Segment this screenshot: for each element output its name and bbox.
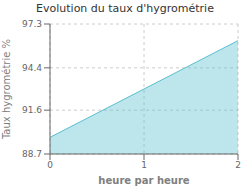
svg-text:91.6: 91.6 [22,105,42,115]
html-text:Evolution du taux d'hygrométri: Evolution du taux d'hygrométrie [36,2,214,15]
svg-text:2: 2 [235,160,241,170]
svg-text:0: 0 [47,160,53,170]
svg-text:1: 1 [141,160,147,170]
svg-text:Taux hygrométrie %: Taux hygrométrie % [8,39,12,140]
svg-text:97.3: 97.3 [22,19,42,29]
svg-text:88.7: 88.7 [22,149,42,159]
svg-text:heure par heure: heure par heure [98,175,189,186]
svg-text:94.4: 94.4 [22,63,42,73]
